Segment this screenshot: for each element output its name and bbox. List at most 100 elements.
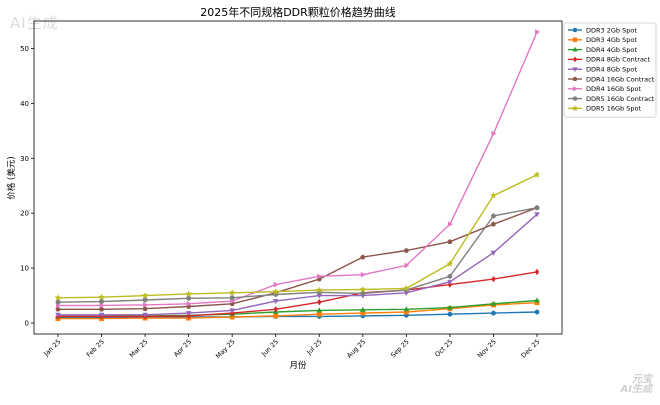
legend: DDR3 2Gb Spot DDR3 4Gb Spot DDR4 4Gb Spot D… (563, 22, 657, 118)
data-point (98, 312, 105, 318)
data-point (534, 309, 540, 315)
data-point (404, 262, 410, 269)
legend-entry: DDR5 16Gb Spot (568, 105, 641, 113)
x-tick-label: May 25 (214, 338, 236, 360)
x-tick-label: Nov 25 (476, 338, 498, 360)
series-ddr4-8gb-spot (55, 212, 540, 318)
plot-area (33, 20, 563, 335)
series-layer (54, 29, 541, 322)
legend-label: DDR4 16Gb Spot (586, 85, 641, 93)
data-point (273, 313, 279, 319)
data-point (316, 298, 322, 306)
data-point (534, 204, 540, 211)
series-ddr4-16gb-contract (55, 204, 540, 312)
data-point (54, 293, 62, 301)
data-point (55, 312, 61, 318)
data-point (142, 306, 148, 311)
y-tick-label: 10 (20, 265, 29, 273)
legend-box (563, 22, 657, 118)
y-axis-ticks: 0 10 20 30 40 50 (20, 45, 34, 328)
series-ddr5-16gb-spot (54, 170, 541, 301)
data-point (572, 27, 578, 33)
x-tick-label: Dec 25 (520, 338, 542, 360)
data-point (572, 76, 578, 82)
x-tick-label: Jun 25 (259, 338, 280, 359)
data-point (185, 311, 192, 317)
legend-entry: DDR4 16Gb Contract (568, 75, 655, 83)
data-point (55, 299, 61, 305)
data-point (273, 305, 279, 313)
legend-entry: DDR5 16Gb Contract (568, 95, 655, 103)
legend-label: DDR3 4Gb Spot (586, 36, 637, 44)
legend-label: DDR5 16Gb Contract (586, 95, 655, 103)
series-line (58, 302, 538, 320)
legend-label: DDR4 8Gb Contract (586, 56, 651, 64)
x-tick-label: Jan 25 (42, 338, 63, 359)
watermark-line-1: 元宝 (632, 374, 652, 385)
y-tick-label: 40 (20, 100, 29, 108)
data-point (534, 212, 540, 218)
watermark-bottom-right: 元宝 AI生成 (621, 375, 652, 395)
x-axis-ticks: Jan 25 Feb 25 Mar 25 Apr 25 May 25 Jun 25 Jul … (42, 334, 542, 360)
data-point (572, 96, 578, 102)
data-point (273, 281, 279, 288)
data-point (572, 56, 578, 63)
series-line (58, 207, 538, 310)
data-point (316, 311, 322, 317)
data-point (489, 191, 498, 199)
data-point (141, 291, 149, 299)
series-line (58, 271, 538, 318)
x-axis-label: 月份 (289, 360, 307, 371)
data-point (99, 302, 105, 309)
data-point (142, 297, 148, 303)
series-ddr5-16gb-contract (55, 204, 540, 305)
data-point (533, 170, 541, 178)
data-point (491, 130, 497, 137)
data-point (143, 302, 149, 308)
data-point (99, 298, 104, 305)
data-point (185, 290, 193, 297)
x-tick-label: Mar 25 (128, 338, 150, 360)
data-point (572, 37, 578, 43)
data-point (573, 86, 578, 92)
data-point (359, 285, 367, 293)
legend-entry: DDR3 2Gb Spot (568, 26, 637, 34)
data-point (97, 293, 106, 301)
y-tick-label: 50 (20, 45, 29, 53)
data-point (491, 213, 496, 219)
data-point (315, 286, 323, 294)
legend-label: DDR4 16Gb Contract (586, 75, 655, 83)
series-line (58, 31, 538, 307)
data-point (403, 306, 410, 312)
data-point (403, 247, 409, 253)
data-point (490, 250, 497, 256)
legend-label: DDR5 16Gb Spot (586, 105, 641, 113)
data-point (534, 29, 541, 35)
data-point (229, 295, 235, 301)
data-point (447, 273, 453, 280)
x-tick-label: Jul 25 (304, 338, 323, 357)
watermark-line-2: AI生成 (620, 384, 652, 395)
data-point (491, 275, 496, 283)
data-point (98, 306, 105, 312)
data-point (186, 295, 191, 302)
legend-label: DDR4 4Gb Spot (586, 46, 637, 54)
x-tick-label: Apr 25 (172, 338, 193, 359)
legend-entry: DDR4 16Gb Spot (568, 85, 641, 93)
data-point (447, 311, 453, 317)
data-point (447, 279, 453, 285)
data-point (402, 284, 410, 292)
series-line (58, 213, 538, 316)
data-point (142, 312, 148, 318)
data-point (55, 306, 61, 312)
legend-label: DDR3 2Gb Spot (586, 26, 637, 34)
data-point (490, 300, 497, 306)
data-point (316, 307, 323, 313)
data-point (446, 259, 454, 267)
series-line (57, 207, 538, 303)
legend-entry: DDR4 8Gb Contract (568, 56, 651, 64)
x-tick-label: Aug 25 (345, 338, 367, 360)
legend-entry: DDR4 4Gb Spot (568, 46, 637, 54)
legend-label: DDR4 8Gb Spot (586, 66, 637, 74)
